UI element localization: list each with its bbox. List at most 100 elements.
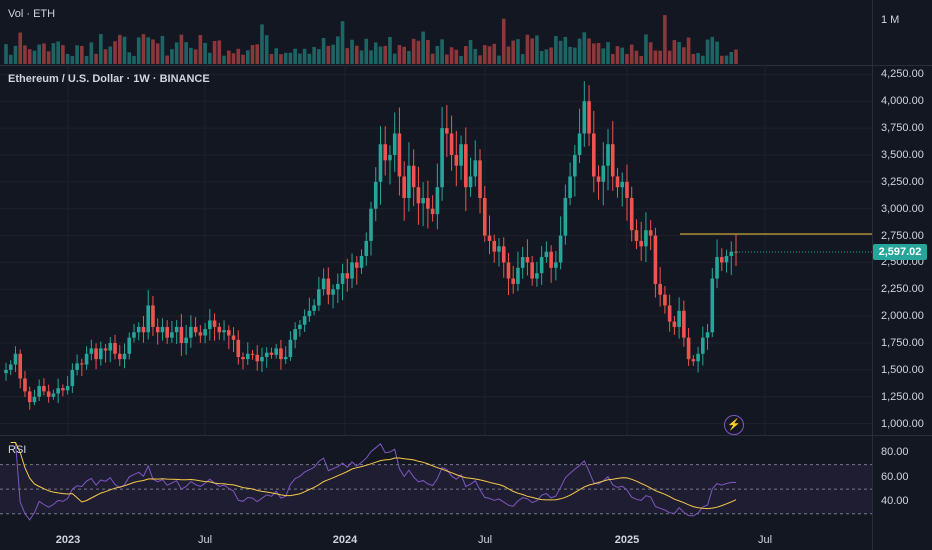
- volume-pane[interactable]: Vol · ETH: [0, 0, 872, 65]
- rsi-pane[interactable]: RSI: [0, 436, 872, 530]
- price-tick-label: 3,000.00: [881, 202, 924, 215]
- candle-body: [326, 278, 331, 295]
- pane-separator[interactable]: [0, 65, 932, 66]
- pane-separator[interactable]: [0, 435, 932, 436]
- candle-body: [226, 330, 231, 336]
- volume-bar: [426, 39, 430, 64]
- candle-body: [208, 320, 212, 330]
- volume-bar: [430, 53, 435, 64]
- symbol-title[interactable]: Ethereum / U.S. Dollar · 1W · BINANCE: [8, 73, 210, 85]
- volume-bar: [691, 53, 696, 64]
- candle-body: [336, 283, 340, 290]
- candle-body: [241, 357, 245, 360]
- time-axis[interactable]: 2023 Jul 2024 Jul 2025 Jul: [0, 530, 872, 550]
- candle-body: [18, 353, 23, 379]
- time-label: Jul: [477, 534, 493, 546]
- price-tick-label: 2,250.00: [881, 283, 924, 296]
- price-axis[interactable]: 1 M 4,250.00 4,000.00 3,750.00 3,500.00 3,25…: [872, 0, 932, 550]
- volume-bar: [577, 38, 582, 64]
- volume-bar: [293, 48, 297, 64]
- volume-bar: [710, 36, 715, 64]
- volume-bar: [184, 42, 188, 64]
- volume-bar: [326, 45, 331, 64]
- candle-body: [402, 176, 406, 198]
- volume-bar: [89, 42, 94, 64]
- candle-body: [350, 262, 354, 279]
- volume-bar: [544, 49, 549, 64]
- volume-bar: [734, 49, 738, 64]
- volume-bar: [644, 34, 648, 64]
- volume-scale-label: 1 M: [881, 14, 900, 26]
- candle-body: [705, 332, 710, 338]
- volume-bar: [302, 48, 307, 64]
- volume-bar: [383, 45, 388, 64]
- volume-bar: [208, 52, 212, 64]
- volume-bar: [245, 50, 250, 64]
- volume-bar: [46, 51, 51, 64]
- volume-bar: [701, 55, 705, 64]
- candle-body: [658, 283, 662, 295]
- candle-body: [468, 176, 473, 188]
- candle-body: [46, 391, 51, 397]
- volume-bar: [497, 55, 501, 64]
- volume-bar: [449, 47, 454, 64]
- candle-body: [520, 257, 525, 268]
- volume-bar: [56, 41, 60, 64]
- candle-body: [383, 144, 388, 161]
- candle-body: [354, 262, 359, 268]
- volume-bar: [212, 41, 217, 64]
- candle-body: [146, 305, 151, 333]
- candle-body: [8, 364, 13, 370]
- candle-body: [539, 257, 544, 274]
- volume-bar: [677, 42, 681, 64]
- volume-bar: [65, 53, 70, 64]
- volume-bar: [4, 44, 8, 64]
- volume-bar: [482, 45, 487, 64]
- candle-body: [255, 354, 260, 362]
- candle-body: [397, 133, 402, 177]
- rsi-tick-label: 60.00: [881, 470, 909, 483]
- candle-body: [80, 363, 84, 365]
- candle-body: [231, 335, 236, 340]
- candle-body: [625, 181, 629, 198]
- candle-body: [464, 144, 468, 188]
- volume-bar: [606, 42, 610, 64]
- price-tick-label: 3,750.00: [881, 122, 924, 135]
- candle-body: [51, 393, 56, 397]
- candle-body: [549, 251, 553, 268]
- price-tick-label: 3,500.00: [881, 148, 924, 161]
- candle-body: [719, 257, 724, 263]
- candle-body: [525, 257, 530, 263]
- candle-body: [392, 133, 397, 155]
- volume-bar: [501, 18, 506, 65]
- rsi-indicator: [0, 442, 872, 521]
- candle-body: [563, 197, 568, 236]
- candle-body: [587, 101, 591, 134]
- candle-body: [473, 160, 478, 177]
- candle-body: [497, 246, 501, 252]
- candle-body: [416, 187, 421, 204]
- volume-bar: [473, 48, 478, 64]
- volume-bar: [170, 49, 174, 64]
- rsi-label: RSI: [8, 444, 27, 456]
- candle-body: [492, 240, 497, 252]
- volume-bar: [132, 55, 136, 64]
- candle-body: [260, 357, 264, 362]
- volume-bar: [610, 53, 615, 64]
- volume-bar: [392, 53, 397, 64]
- volume-bar: [203, 42, 207, 64]
- volume-bar: [629, 44, 634, 64]
- candle-body: [89, 348, 94, 354]
- volume-bar: [686, 37, 691, 64]
- volume-bar: [416, 40, 421, 64]
- volume-bar: [667, 50, 672, 64]
- volume-bar: [37, 44, 41, 64]
- volume-bar: [298, 53, 302, 64]
- price-tick-label: 2,000.00: [881, 310, 924, 323]
- candle-body: [122, 353, 127, 360]
- candle-body: [222, 330, 226, 333]
- price-tick-label: 2,750.00: [881, 229, 924, 242]
- lightning-replay-icon[interactable]: ⚡: [724, 415, 744, 435]
- volume-bar: [682, 47, 686, 64]
- price-pane[interactable]: Ethereum / U.S. Dollar · 1W · BINANCE ⚡: [0, 65, 872, 435]
